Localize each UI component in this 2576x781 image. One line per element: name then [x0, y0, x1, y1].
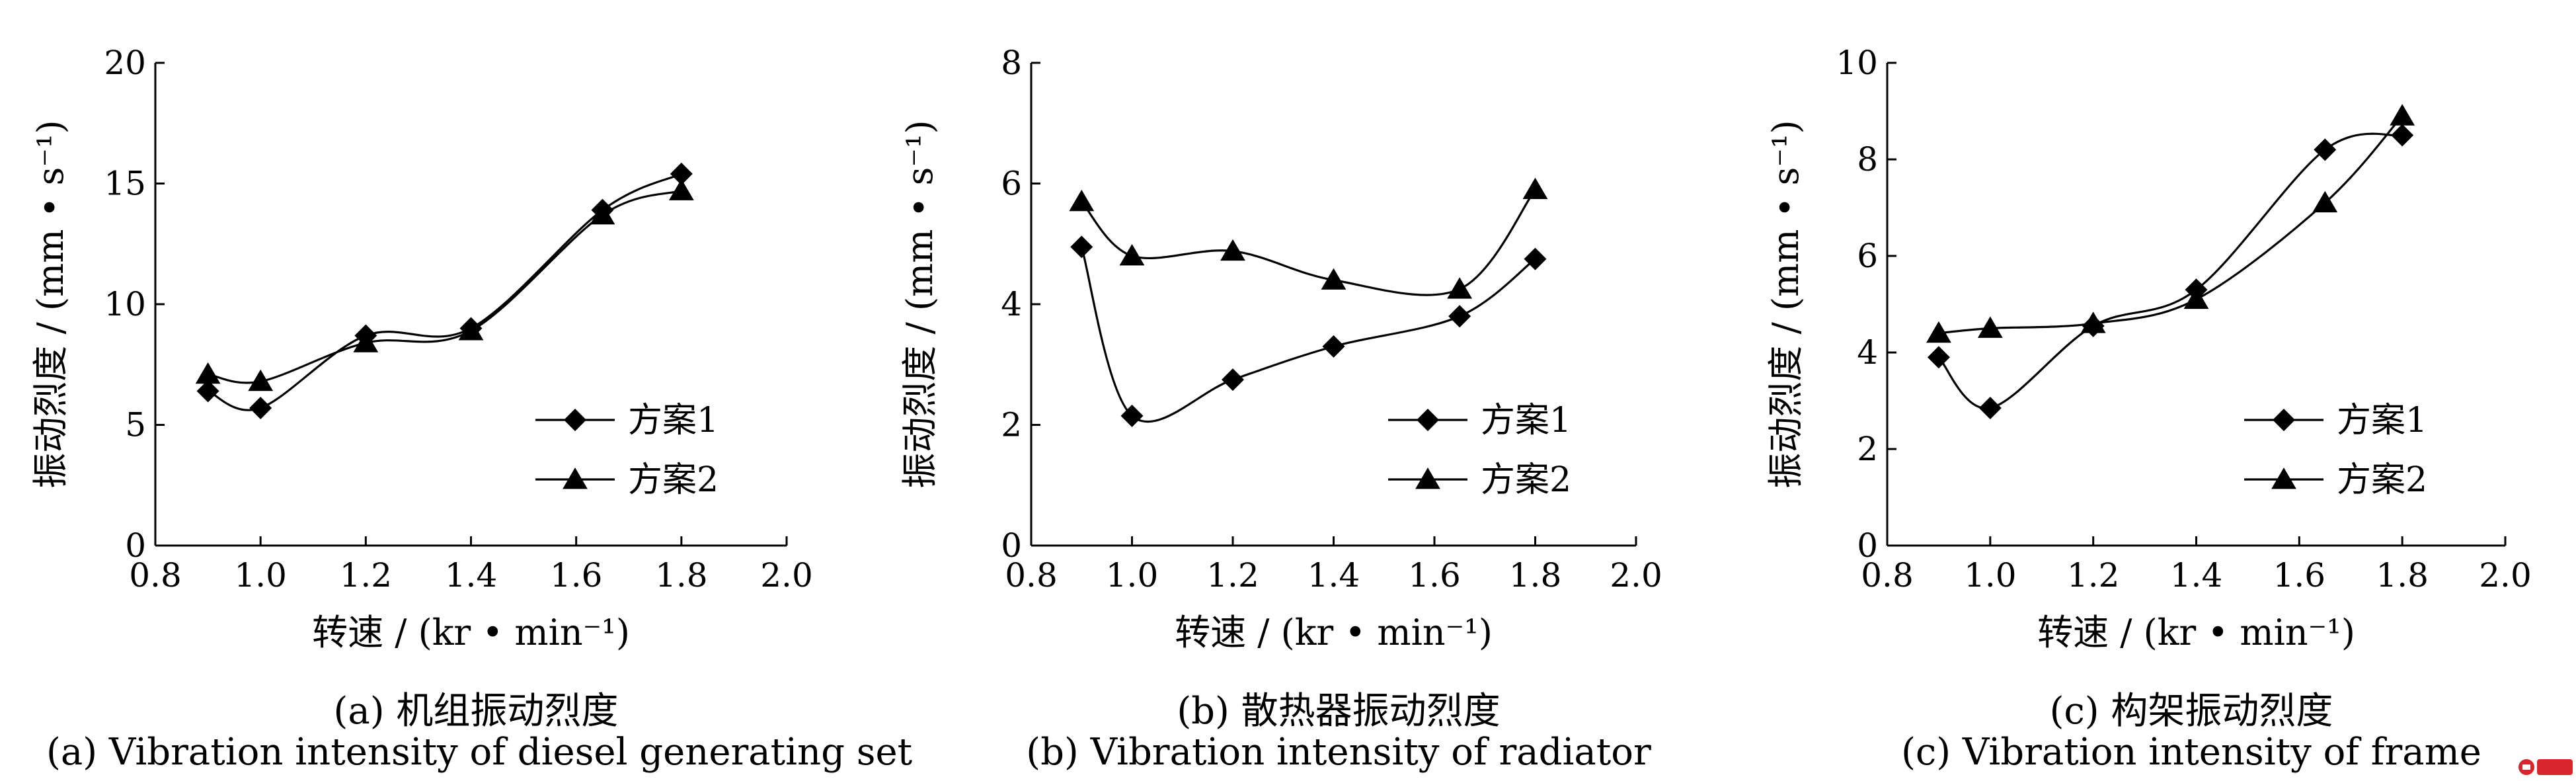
- y-axis-label: 振动烈度 / (mm • s⁻¹): [1765, 120, 1807, 488]
- y-axis-label: 振动烈度 / (mm • s⁻¹): [899, 120, 941, 488]
- x-tick-label: 1.8: [2376, 556, 2429, 595]
- data-point-triangle: [2183, 287, 2209, 309]
- x-tick-label: 0.8: [1861, 556, 1914, 595]
- x-tick-label: 1.8: [655, 556, 708, 595]
- legend-marker-triangle: [563, 468, 588, 489]
- x-tick-label: 1.6: [1408, 556, 1461, 595]
- data-point-diamond: [1927, 346, 1950, 369]
- data-point-triangle: [1119, 244, 1145, 266]
- caption-zh-c: (c) 构架振动烈度: [2049, 690, 2333, 733]
- y-tick-label: 0: [1001, 526, 1022, 565]
- x-tick-label: 1.4: [445, 556, 498, 595]
- x-tick-label: 1.2: [1206, 556, 1259, 595]
- data-point-triangle: [248, 369, 274, 391]
- y-tick-label: 10: [104, 285, 146, 323]
- legend-label: 方案1: [628, 401, 719, 440]
- data-point-diamond: [670, 162, 693, 185]
- data-point-triangle: [1447, 277, 1473, 299]
- x-tick-label: 1.0: [234, 556, 287, 595]
- y-axis-label: 振动烈度 / (mm • s⁻¹): [30, 120, 71, 488]
- data-point-triangle: [353, 331, 379, 352]
- chart-panel-2: 0.8 1.0 1.2 1.4 1.6 1.8 2.0 0 2 4 6 8 10 转速 / (kr • m…: [1765, 44, 2532, 653]
- y-tick-label: 2: [1001, 406, 1022, 444]
- chart-panel-1: 0.8 1.0 1.2 1.4 1.6 1.8 2.0 0 2 4 6 8 转速 / (kr • min…: [899, 44, 1662, 653]
- legend-marker-triangle: [1415, 468, 1440, 489]
- y-tick-label: 6: [1857, 237, 1878, 275]
- data-point-triangle: [1220, 239, 1245, 261]
- legend-label: 方案1: [2337, 401, 2427, 440]
- legend-label: 方案1: [1481, 401, 1571, 440]
- data-point-diamond: [1120, 404, 1144, 427]
- data-point-diamond: [1448, 305, 1471, 328]
- data-point-diamond: [1070, 235, 1093, 259]
- data-point-triangle: [1522, 177, 1548, 200]
- data-point-diamond: [196, 380, 219, 403]
- y-tick-label: 8: [1857, 140, 1878, 179]
- x-axis-label: 转速 / (kr • min⁻¹): [312, 612, 630, 653]
- legend-marker-diamond: [1417, 409, 1439, 431]
- y-tick-label: 0: [1857, 526, 1878, 565]
- y-tick-label: 8: [1001, 44, 1022, 82]
- data-point-triangle: [1926, 321, 1951, 343]
- x-tick-label: 1.0: [1106, 556, 1159, 595]
- x-tick-label: 2.0: [2479, 556, 2532, 595]
- x-axis-label: 转速 / (kr • min⁻¹): [1175, 612, 1493, 653]
- caption-en-c: (c) Vibration intensity of frame: [1901, 731, 2481, 774]
- x-tick-label: 1.0: [1964, 556, 2017, 595]
- data-point-triangle: [590, 202, 615, 225]
- legend-marker-triangle: [2271, 468, 2296, 489]
- x-tick-label: 2.0: [1610, 556, 1662, 595]
- x-tick-label: 2.0: [760, 556, 813, 595]
- legend-marker-diamond: [564, 409, 586, 431]
- caption-en-b: (b) Vibration intensity of radiator: [1026, 731, 1651, 774]
- chart-panel-0: 0.8 1.0 1.2 1.4 1.6 1.8 2.0 0 5 10 15 20 转速 / (kr • …: [30, 44, 813, 653]
- legend-marker-diamond: [2273, 409, 2295, 431]
- data-point-triangle: [2312, 190, 2338, 213]
- series-line-1: [1081, 188, 1536, 296]
- data-point-diamond: [1524, 247, 1547, 270]
- x-tick-label: 0.8: [1005, 556, 1058, 595]
- y-tick-label: 4: [1857, 333, 1878, 372]
- caption-zh-b: (b) 散热器振动烈度: [1177, 690, 1501, 733]
- x-tick-label: 1.2: [340, 556, 393, 595]
- y-tick-label: 0: [125, 526, 146, 565]
- data-point-triangle: [1069, 189, 1095, 212]
- caption-en-a: (a) Vibration intensity of diesel genera…: [46, 731, 913, 774]
- y-tick-label: 5: [125, 406, 146, 444]
- y-tick-label: 2: [1857, 430, 1878, 468]
- x-tick-label: 1.6: [550, 556, 603, 595]
- y-tick-label: 15: [104, 165, 146, 203]
- y-tick-label: 10: [1836, 44, 1878, 82]
- legend-label: 方案2: [2337, 460, 2427, 500]
- y-tick-label: 4: [1001, 285, 1022, 323]
- legend-label: 方案2: [1481, 460, 1571, 500]
- data-point-triangle: [195, 362, 221, 384]
- data-point-diamond: [1322, 335, 1345, 358]
- x-tick-label: 1.4: [1308, 556, 1360, 595]
- data-point-diamond: [2314, 138, 2337, 161]
- data-point-diamond: [1978, 396, 2002, 419]
- legend-label: 方案2: [628, 460, 719, 500]
- x-tick-label: 1.2: [2067, 556, 2120, 595]
- data-point-triangle: [2080, 311, 2106, 333]
- data-point-diamond: [2391, 124, 2414, 147]
- x-axis-label: 转速 / (kr • min⁻¹): [2037, 612, 2355, 653]
- data-point-triangle: [2390, 104, 2415, 126]
- y-tick-label: 6: [1001, 165, 1022, 203]
- x-tick-label: 1.6: [2273, 556, 2326, 595]
- data-point-triangle: [458, 319, 484, 341]
- publisher-logo-icon: [2518, 759, 2573, 775]
- data-point-diamond: [249, 396, 272, 419]
- x-tick-label: 0.8: [129, 556, 182, 595]
- x-tick-label: 1.4: [2170, 556, 2223, 595]
- x-tick-label: 1.8: [1509, 556, 1562, 595]
- data-point-diamond: [1222, 368, 1244, 391]
- data-point-triangle: [1977, 316, 2003, 338]
- caption-zh-a: (a) 机组振动烈度: [333, 690, 619, 733]
- series-line-0: [1937, 132, 2403, 409]
- y-tick-label: 20: [104, 44, 146, 82]
- data-point-triangle: [668, 179, 694, 200]
- data-point-triangle: [1321, 268, 1347, 290]
